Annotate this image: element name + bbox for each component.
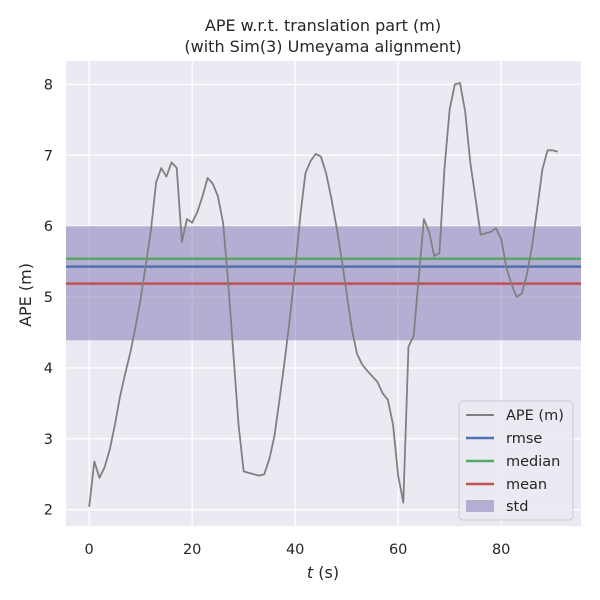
y-tick-label-5: 7	[44, 148, 53, 164]
axis-ticks: 0 20 40 60 80 2 3 4 5 6 7 8	[44, 77, 511, 558]
y-tick-label-2: 4	[44, 361, 53, 377]
x-tick-label-0: 0	[85, 542, 94, 558]
x-axis-label: t (s)	[307, 563, 339, 582]
x-tick-label-1: 20	[183, 542, 201, 558]
x-tick-label-3: 60	[389, 542, 407, 558]
y-tick-label-0: 2	[44, 503, 53, 519]
x-axis-label-var: t	[307, 563, 314, 582]
y-tick-label-6: 8	[44, 77, 53, 93]
y-tick-label-1: 3	[44, 432, 53, 448]
x-tick-label-2: 40	[286, 542, 304, 558]
legend-label-std: std	[506, 499, 528, 515]
chart-title: APE w.r.t. translation part (m)	[205, 16, 441, 35]
x-tick-label-4: 80	[492, 542, 510, 558]
x-axis-label-unit: (s)	[313, 563, 339, 582]
legend-label-mean: mean	[506, 477, 547, 493]
legend-swatch-std	[466, 500, 494, 512]
legend: APE (m) rmse median mean std	[458, 400, 574, 521]
legend-label-median: median	[506, 454, 560, 470]
legend-label-ape: APE (m)	[506, 408, 564, 424]
legend-label-rmse: rmse	[506, 431, 542, 447]
y-tick-label-4: 6	[44, 219, 53, 235]
ape-series-line	[88, 82, 559, 507]
chart-subtitle: (with Sim(3) Umeyama alignment)	[184, 37, 461, 56]
legend-box	[458, 400, 574, 521]
y-axis-label: APE (m)	[16, 263, 35, 327]
y-tick-label-3: 5	[44, 290, 53, 306]
